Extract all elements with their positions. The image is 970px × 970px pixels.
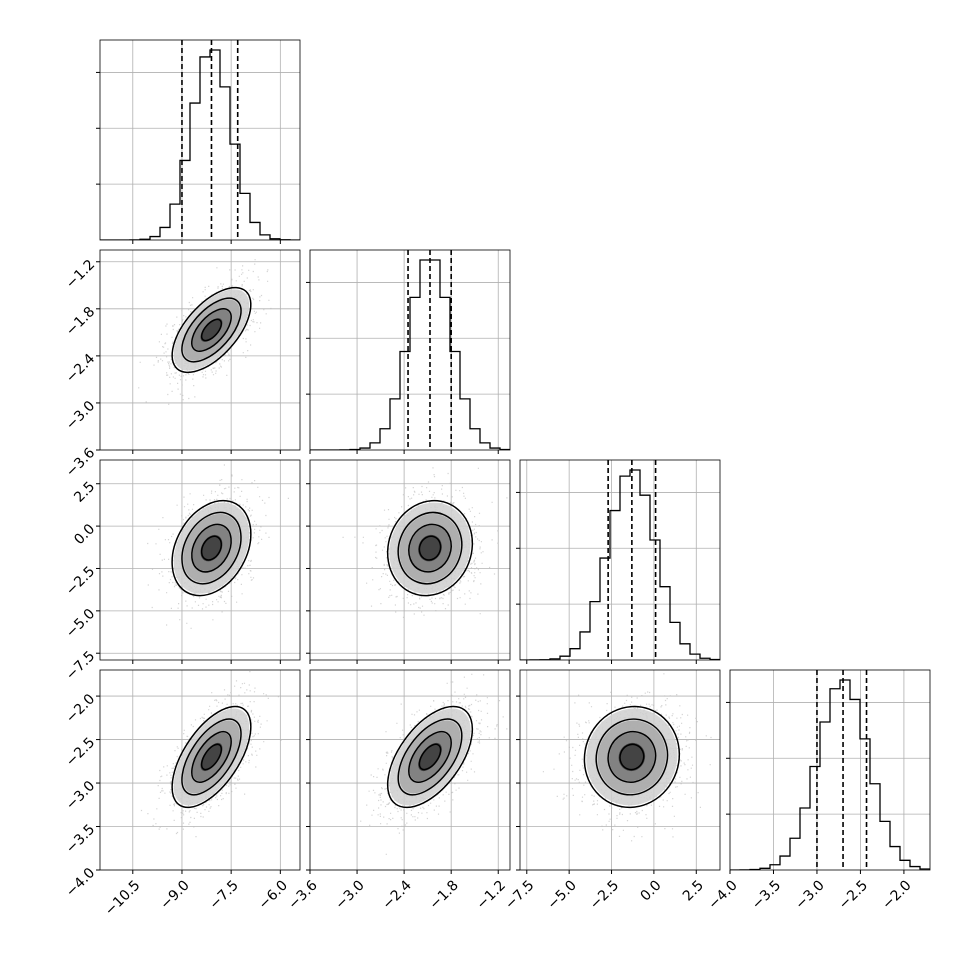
x-tick-label: −7.5 xyxy=(207,877,242,912)
x-tick-label: −10.5 xyxy=(102,877,144,919)
contour-line xyxy=(397,511,463,585)
x-tick-label: −2.5 xyxy=(836,877,871,912)
panel-frame xyxy=(309,459,511,661)
x-tick-label: −5.0 xyxy=(545,877,580,912)
contour-line xyxy=(171,499,252,597)
x-tick-label: −3.6 xyxy=(285,877,320,912)
panel-frame xyxy=(99,459,301,661)
y-tick-label: 2.5 xyxy=(71,479,98,506)
contour-line xyxy=(386,705,474,809)
density-fill xyxy=(200,318,223,342)
panel-frame xyxy=(99,249,301,451)
histogram-panel-3 xyxy=(516,459,721,664)
y-tick-label: −4.0 xyxy=(63,865,98,900)
y-tick-label: −2.5 xyxy=(63,563,98,598)
x-tick-label: −1.2 xyxy=(474,877,509,912)
contour-line xyxy=(619,743,645,771)
x-tick-label: 2.5 xyxy=(680,877,707,904)
x-tick-label: −1.8 xyxy=(427,877,462,912)
contour-line xyxy=(191,523,232,573)
scatter-panel-4-3 xyxy=(516,669,721,874)
contour-line xyxy=(200,743,223,771)
scatter-panel-3-1 xyxy=(96,459,301,664)
panel-frame xyxy=(519,459,721,661)
histogram-step xyxy=(100,49,300,240)
x-tick-label: −2.4 xyxy=(380,877,415,912)
density-fill xyxy=(618,742,646,772)
y-tick-label: −3.6 xyxy=(63,445,98,480)
contour-line xyxy=(418,535,442,561)
histogram-step xyxy=(310,259,510,450)
y-tick-label: −2.4 xyxy=(63,351,98,386)
x-tick-label: −2.5 xyxy=(587,877,622,912)
y-tick-label: −1.2 xyxy=(63,257,98,292)
contour-line xyxy=(181,511,242,585)
panel-frame xyxy=(99,39,301,241)
y-tick-label: −3.0 xyxy=(63,398,98,433)
x-tick-label: −7.5 xyxy=(502,877,537,912)
x-tick-label: 0.0 xyxy=(638,877,665,904)
x-tick-label: −3.0 xyxy=(332,877,367,912)
histogram-panel-1 xyxy=(96,39,301,244)
histogram-step xyxy=(730,679,930,870)
contour-line xyxy=(397,718,463,796)
panel-frame xyxy=(99,669,301,871)
histogram-panel-2 xyxy=(306,249,511,454)
contour-line xyxy=(408,730,452,783)
scatter-panel-4-2 xyxy=(306,669,511,874)
x-tick-label: −4.0 xyxy=(705,877,740,912)
density-fill xyxy=(418,534,442,562)
contour-line xyxy=(181,718,242,796)
y-tick-label: −1.8 xyxy=(63,304,98,339)
contour-line xyxy=(418,743,442,771)
x-tick-label: −3.5 xyxy=(749,877,784,912)
panel-frame xyxy=(309,249,511,451)
contour-line xyxy=(171,705,252,809)
histogram-panel-4 xyxy=(726,669,931,874)
x-tick-label: −6.0 xyxy=(256,877,291,912)
y-tick-label: −7.5 xyxy=(63,648,98,683)
contour-line xyxy=(181,297,242,363)
panel-frame xyxy=(519,669,721,871)
contour-line xyxy=(191,308,232,352)
density-fill xyxy=(418,742,442,772)
contour-line xyxy=(607,730,657,783)
density-fill xyxy=(200,742,223,772)
contour-line xyxy=(171,286,252,374)
contour-line xyxy=(595,718,669,796)
panel-frame xyxy=(309,669,511,871)
contour-line xyxy=(386,499,474,597)
scatter-panel-2-1 xyxy=(96,249,301,454)
y-tick-label: −2.5 xyxy=(63,735,98,770)
y-tick-label: 0.0 xyxy=(71,521,98,548)
scatter-panel-4-1 xyxy=(96,669,301,874)
y-tick-label: −2.0 xyxy=(63,691,98,726)
y-tick-label: −3.5 xyxy=(63,822,98,857)
panel-frame xyxy=(729,669,931,871)
scatter-panel-3-2 xyxy=(306,459,511,664)
x-tick-label: −9.0 xyxy=(157,877,192,912)
histogram-step xyxy=(520,469,720,660)
contour-line xyxy=(191,730,232,783)
x-tick-label: −2.0 xyxy=(879,877,914,912)
contour-line xyxy=(408,523,452,573)
y-tick-label: −3.0 xyxy=(63,778,98,813)
contour-line xyxy=(200,535,223,561)
contour-line xyxy=(583,705,681,809)
x-tick-label: −3.0 xyxy=(792,877,827,912)
y-tick-label: −5.0 xyxy=(63,606,98,641)
contour-line xyxy=(200,318,223,342)
